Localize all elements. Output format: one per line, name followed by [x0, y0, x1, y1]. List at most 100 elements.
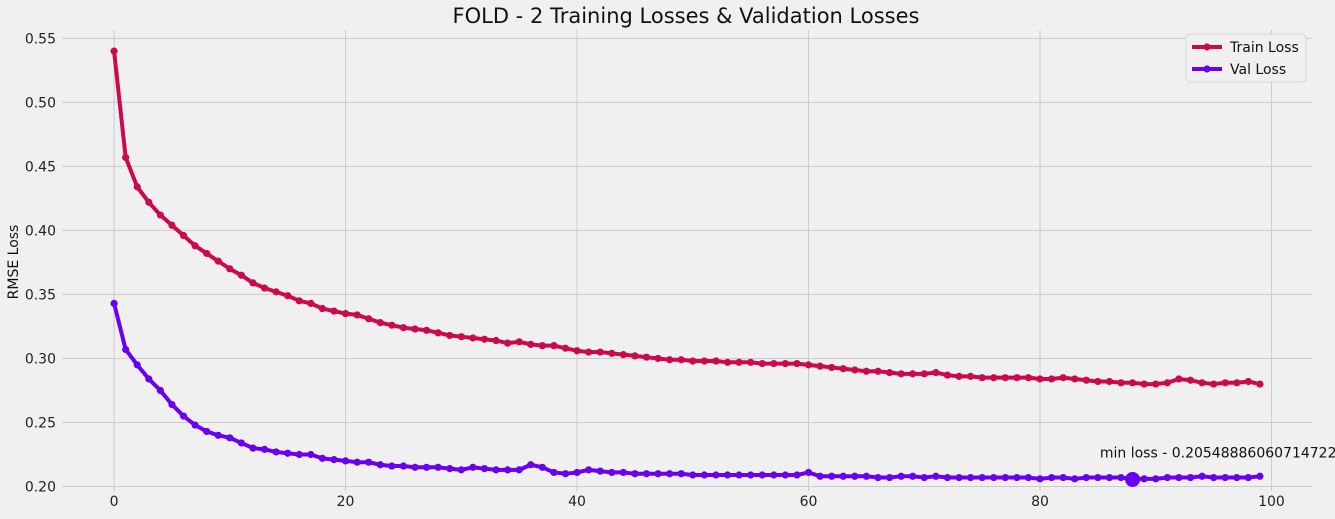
data-point — [446, 464, 454, 473]
data-point — [168, 400, 176, 409]
min-loss-marker — [1125, 471, 1141, 487]
data-point — [1140, 475, 1148, 483]
data-point — [1186, 473, 1195, 482]
data-point — [712, 357, 720, 365]
data-point — [955, 372, 963, 380]
data-point — [1036, 375, 1044, 383]
data-point — [1163, 473, 1171, 482]
data-point — [573, 347, 581, 355]
data-point — [1256, 472, 1264, 480]
data-point — [260, 284, 269, 292]
data-point — [1001, 473, 1009, 482]
data-point — [1198, 379, 1206, 387]
data-point — [747, 358, 755, 366]
y-tick-label: 0.20 — [25, 480, 56, 496]
data-point — [168, 221, 176, 229]
x-tick-label: 60 — [800, 494, 818, 510]
data-point — [469, 463, 477, 471]
data-point — [1024, 473, 1033, 482]
data-point — [249, 279, 257, 287]
data-point — [585, 348, 593, 356]
data-point — [260, 445, 269, 453]
data-point — [145, 375, 153, 383]
data-point — [723, 471, 732, 479]
data-point — [469, 334, 477, 342]
data-point — [214, 431, 222, 439]
data-point — [1186, 376, 1195, 384]
data-point — [388, 462, 396, 470]
data-point — [1059, 374, 1067, 382]
data-point — [1047, 473, 1056, 482]
data-point — [747, 471, 755, 479]
data-point — [735, 358, 743, 366]
y-tick-label: 0.35 — [25, 287, 56, 303]
data-point — [909, 370, 917, 378]
legend-marker — [1203, 65, 1211, 73]
data-point — [515, 338, 523, 346]
data-point — [712, 471, 720, 479]
data-point — [723, 358, 732, 366]
data-point — [179, 231, 188, 240]
data-point — [1221, 473, 1229, 482]
data-point — [1082, 473, 1090, 482]
data-point — [1163, 379, 1171, 387]
data-point — [365, 458, 373, 466]
x-tick-label: 20 — [337, 494, 355, 510]
data-point — [804, 361, 813, 369]
series-line — [112, 49, 1262, 387]
data-point — [1129, 379, 1137, 387]
data-point — [897, 370, 905, 378]
data-point — [1244, 473, 1252, 482]
data-point — [203, 249, 211, 258]
series-layer — [110, 47, 1264, 483]
data-point — [1071, 475, 1079, 483]
data-point — [874, 367, 882, 375]
data-point — [341, 310, 350, 318]
data-point — [677, 470, 685, 478]
data-point — [978, 374, 986, 382]
chart-title: FOLD - 2 Training Losses & Validation Lo… — [453, 4, 920, 28]
data-point — [689, 357, 697, 365]
data-point — [735, 471, 743, 479]
data-point — [249, 444, 257, 452]
data-point — [770, 471, 778, 479]
data-point — [122, 345, 130, 354]
data-point — [700, 471, 708, 479]
data-point — [920, 473, 928, 482]
data-point — [307, 299, 315, 307]
data-point — [816, 362, 824, 370]
data-point — [411, 325, 419, 333]
data-point — [1036, 475, 1044, 483]
data-point — [885, 473, 894, 482]
annotation-layer: min loss - 0.20548886060714722 — [1100, 446, 1335, 487]
data-point — [353, 458, 361, 466]
data-point — [851, 366, 859, 374]
data-point — [781, 359, 789, 368]
y-tick-label: 0.55 — [25, 31, 56, 47]
data-point — [839, 472, 847, 480]
data-point — [804, 468, 813, 477]
data-point — [619, 351, 627, 359]
data-point — [990, 374, 998, 382]
data-point — [654, 354, 662, 363]
data-point — [1175, 473, 1183, 482]
data-point — [897, 472, 905, 480]
data-point — [1094, 473, 1102, 482]
data-point — [862, 472, 870, 480]
data-point — [330, 307, 338, 315]
data-point — [770, 359, 778, 368]
data-point — [538, 342, 546, 350]
data-point — [978, 473, 986, 482]
data-point — [295, 297, 303, 305]
data-point — [1047, 375, 1056, 383]
data-point — [608, 349, 616, 357]
y-axis-label: RMSE Loss — [6, 225, 22, 300]
data-point — [781, 471, 789, 479]
series-line — [112, 301, 1262, 481]
data-point — [932, 368, 940, 377]
y-tick-label: 0.25 — [25, 415, 56, 431]
data-point — [816, 472, 824, 480]
data-point — [1105, 473, 1114, 482]
tick-labels: 0 20 40 60 80 100 0.20 0.25 0.30 0.35 0.40 0.45 0.50… — [25, 31, 1285, 510]
